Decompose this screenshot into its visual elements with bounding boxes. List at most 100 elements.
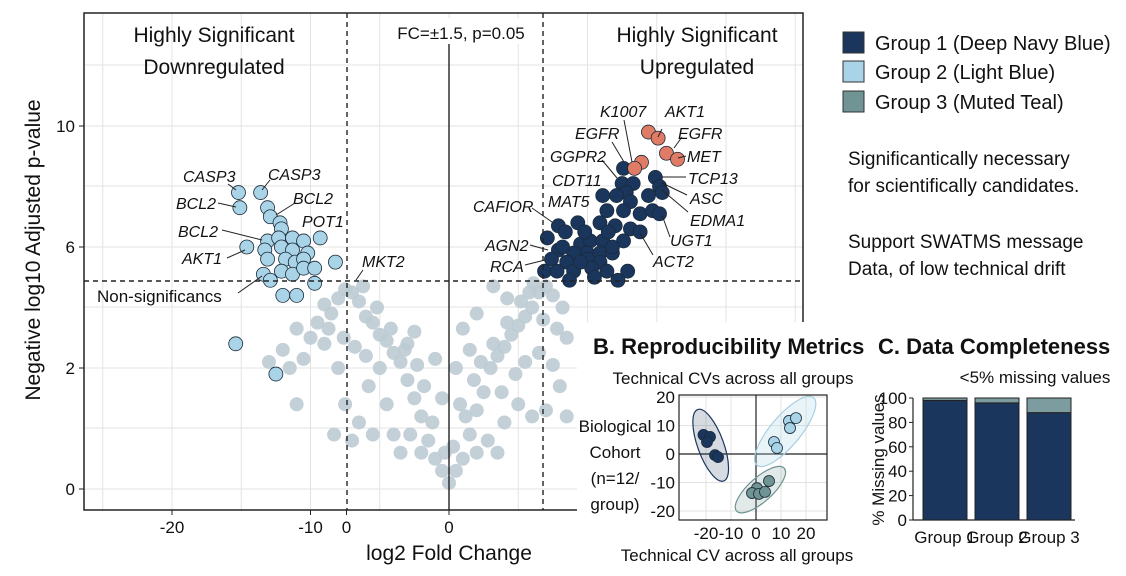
- panel-b-ylabel-2: Cohort: [589, 443, 640, 462]
- legend: Group 1 (Deep Navy Blue) Group 2 (Light …: [842, 31, 1111, 114]
- gene-label: K1007: [600, 104, 647, 121]
- legend-swatch-group3: [842, 90, 865, 113]
- gene-label: ASC: [689, 191, 723, 208]
- point-nonsig: [327, 427, 342, 442]
- point-nonsig: [453, 397, 468, 412]
- point-nonsig: [500, 315, 515, 330]
- point-nonsig: [345, 433, 360, 448]
- point-nonsig: [550, 321, 565, 336]
- point-group1: [712, 451, 724, 464]
- y-tick-label: 20: [656, 388, 675, 407]
- point-group2: [328, 254, 343, 270]
- point-nonsig: [261, 354, 276, 369]
- point-nonsig: [407, 391, 422, 406]
- volcano-y-title: Negative log10 Adjusted p-value: [22, 99, 45, 400]
- point-nonsig: [552, 379, 567, 394]
- point-nonsig: [525, 409, 540, 424]
- point-group1: [632, 224, 648, 240]
- gene-leader-lines: [217, 119, 689, 294]
- bar-group1-segment-1: [922, 399, 968, 521]
- panel-b-frame: [678, 394, 828, 521]
- point-group3: [763, 475, 775, 487]
- bar-group1-segment-2: [922, 397, 968, 401]
- point-nonsig: [289, 321, 304, 336]
- panel-b-subtitle: Technical CVs across all groups: [613, 369, 854, 388]
- gene-label: CDT11: [552, 173, 602, 190]
- x-tick-label: 0: [342, 518, 351, 537]
- note-2-line2: Data, of low technical drift: [848, 259, 1066, 280]
- point-group3: [759, 486, 771, 498]
- point-group1: [632, 206, 648, 222]
- volcano-frame: [83, 12, 804, 511]
- point-group2: [262, 272, 278, 288]
- legend-label-group1: Group 1 (Deep Navy Blue): [875, 33, 1111, 55]
- panel-c-ylabel: % Missing values: [869, 394, 888, 525]
- point-nonsig: [338, 397, 353, 412]
- y-tick-label: 6: [66, 238, 75, 257]
- point-group1: [573, 254, 588, 270]
- gene-label: EGFR: [575, 126, 620, 143]
- point-group1: [616, 203, 631, 219]
- point-nonsig: [372, 327, 387, 342]
- x-tick-label: Group 3: [1018, 528, 1079, 547]
- note-1-line2: for scientifically candidates.: [848, 176, 1079, 197]
- point-nonsig: [455, 321, 470, 336]
- point-nonsig: [369, 300, 384, 315]
- point-group1: [577, 224, 593, 240]
- point-top_hits: [670, 151, 685, 167]
- x-tick-label: -20: [694, 524, 719, 543]
- point-nonsig: [455, 451, 470, 466]
- y-tick-label: 80: [888, 413, 907, 432]
- point-group1: [555, 239, 570, 255]
- point-nonsig: [514, 294, 529, 309]
- panel-b-title: B. Reproducibility Metrics: [593, 334, 864, 359]
- gene-label: ACT2: [652, 254, 694, 271]
- point-nonsig: [500, 291, 515, 306]
- point-group2: [228, 336, 244, 352]
- x-tick-label: 10: [772, 524, 791, 543]
- point-nonsig: [518, 354, 533, 369]
- point-nonsig: [383, 321, 398, 336]
- point-nonsig: [407, 324, 422, 339]
- point-nonsig: [275, 342, 290, 357]
- point-nonsig: [310, 315, 325, 330]
- point-nonsig: [469, 403, 484, 418]
- point-nonsig: [446, 439, 461, 454]
- x-tick-label: 0: [444, 518, 453, 537]
- point-nonsig: [486, 279, 501, 294]
- point-nonsig: [480, 433, 495, 448]
- point-group2: [790, 412, 802, 424]
- point-group2: [275, 287, 291, 303]
- point-group1: [609, 188, 624, 203]
- gene-label: BCL2: [293, 191, 333, 208]
- y-tick-label: 20: [888, 487, 907, 506]
- x-tick-label: -20: [160, 518, 185, 537]
- point-nonsig: [559, 409, 574, 424]
- point-nonsig: [393, 445, 408, 460]
- x-tick-label: 20: [797, 524, 816, 543]
- point-group1: [600, 224, 616, 240]
- point-nonsig: [462, 342, 477, 357]
- point-nonsig: [414, 445, 429, 460]
- point-nonsig: [545, 357, 560, 372]
- gene-label: MET: [687, 149, 722, 166]
- x-tick-label: -10: [298, 518, 323, 537]
- point-nonsig: [428, 351, 443, 366]
- y-tick-label: 2: [66, 359, 75, 378]
- x-tick-label: 0: [751, 524, 760, 543]
- point-nonsig: [317, 336, 332, 351]
- point-nonsig: [347, 339, 362, 354]
- point-nonsig: [321, 321, 336, 336]
- point-group1: [587, 269, 602, 285]
- point-group2: [253, 185, 269, 200]
- point-group1: [562, 272, 577, 288]
- point-nonsig: [486, 336, 501, 351]
- point-nonsig: [473, 354, 488, 369]
- point-nonsig: [372, 361, 387, 375]
- legend-swatch-group1: [842, 31, 865, 54]
- bar-group2-segment-1: [974, 402, 1020, 521]
- gene-label: MKT2: [362, 254, 405, 271]
- point-nonsig: [490, 445, 505, 460]
- point-nonsig: [358, 309, 373, 324]
